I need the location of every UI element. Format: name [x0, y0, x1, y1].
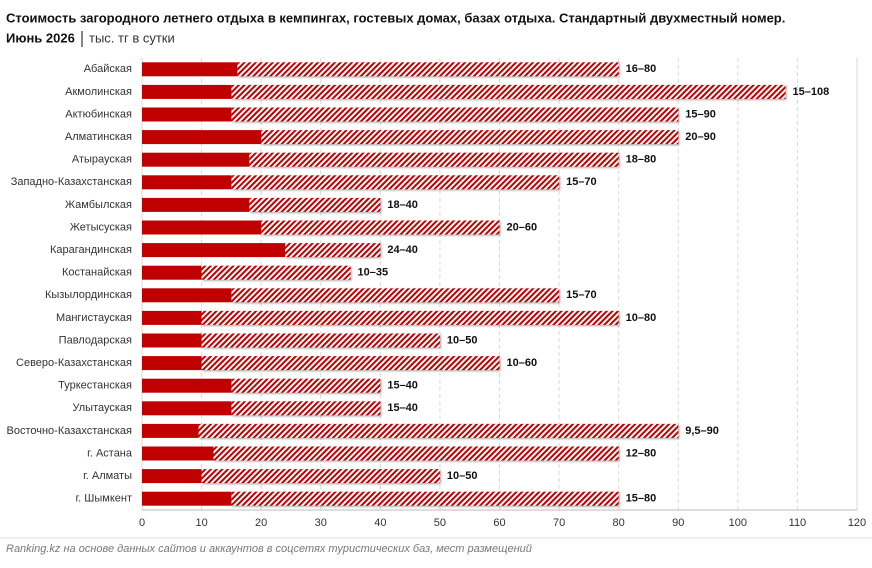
x-tick-label: 120 — [848, 517, 866, 529]
min-bar — [142, 288, 232, 303]
value-label: 15–108 — [793, 86, 830, 98]
min-bar — [142, 491, 232, 506]
range-bar — [231, 401, 381, 416]
min-bar — [142, 423, 199, 438]
y-tick-label: Восточно-Казахстанская — [6, 425, 132, 437]
x-tick-label: 70 — [553, 517, 565, 529]
range-bar — [213, 446, 619, 461]
range-bar — [231, 84, 786, 99]
y-tick-label: Мангистауская — [56, 312, 132, 324]
range-bar — [261, 220, 500, 235]
value-label: 15–70 — [566, 176, 597, 188]
x-tick-label: 40 — [374, 517, 386, 529]
x-tick-label: 20 — [255, 517, 267, 529]
y-tick-label: Алматинская — [65, 131, 132, 143]
subtitle-unit: тыс. тг в сутки — [89, 30, 175, 45]
value-label: 12–80 — [626, 447, 657, 459]
range-bar — [285, 243, 381, 258]
min-bar — [142, 310, 202, 325]
range-bar — [249, 197, 381, 212]
y-tick-label: Жетысуская — [70, 221, 132, 233]
min-bar — [142, 62, 238, 77]
x-tick-label: 110 — [789, 517, 807, 529]
min-bar — [142, 243, 285, 258]
y-tick-label: Кызылординская — [45, 289, 132, 301]
value-label: 10–80 — [626, 312, 657, 324]
y-tick-label: Павлодарская — [59, 334, 132, 346]
range-bar — [231, 378, 381, 393]
min-bar — [142, 175, 232, 190]
range-bar — [198, 423, 679, 438]
x-tick-label: 0 — [139, 517, 145, 529]
y-tick-label: г. Шымкент — [76, 493, 133, 505]
chart-title: Стоимость загородного летнего отдыха в к… — [6, 10, 785, 25]
range-bar — [231, 491, 619, 506]
x-tick-label: 30 — [315, 517, 327, 529]
min-bar — [142, 265, 202, 280]
x-tick-label: 10 — [195, 517, 207, 529]
y-tick-label: Жамбылская — [65, 199, 132, 211]
min-bar — [142, 356, 202, 371]
min-bar — [142, 333, 202, 348]
range-bar — [231, 107, 679, 122]
range-bar — [237, 62, 619, 77]
x-tick-label: 100 — [729, 517, 747, 529]
y-tick-label: Туркестанская — [58, 380, 132, 392]
value-label: 18–40 — [387, 199, 418, 211]
subtitle-date: Июнь 2026 — [6, 30, 75, 45]
y-tick-label: Карагандинская — [50, 244, 132, 256]
range-bar — [231, 288, 560, 303]
y-tick-label: Западно-Казахстанская — [11, 176, 132, 188]
min-bar — [142, 197, 250, 212]
range-bar — [201, 469, 440, 484]
value-label: 15–90 — [685, 108, 716, 120]
min-bar — [142, 378, 232, 393]
range-bar — [201, 333, 440, 348]
min-bar — [142, 220, 262, 235]
min-bar — [142, 84, 232, 99]
range-bar — [201, 310, 619, 325]
x-tick-label: 90 — [672, 517, 684, 529]
min-bar — [142, 446, 214, 461]
x-tick-label: 60 — [493, 517, 505, 529]
value-label: 15–70 — [566, 289, 597, 301]
value-label: 24–40 — [387, 244, 418, 256]
value-label: 10–50 — [447, 334, 478, 346]
y-tick-label: г. Алматы — [83, 470, 132, 482]
range-bar — [261, 130, 679, 145]
value-label: 10–35 — [358, 267, 389, 279]
value-label: 16–80 — [626, 63, 657, 75]
value-label: 15–80 — [626, 493, 657, 505]
y-tick-label: Актюбинская — [65, 108, 132, 120]
y-tick-label: г. Астана — [87, 447, 133, 459]
min-bar — [142, 469, 202, 484]
min-bar — [142, 152, 250, 167]
y-tick-label: Атырауская — [72, 154, 132, 166]
range-bar — [201, 356, 500, 371]
min-bar — [142, 401, 232, 416]
y-tick-label: Костанайская — [62, 267, 132, 279]
y-tick-label: Улытауская — [73, 402, 133, 414]
x-tick-label: 80 — [613, 517, 625, 529]
y-tick-label: Северо-Казахстанская — [16, 357, 132, 369]
range-bar — [249, 152, 619, 167]
value-label: 15–40 — [387, 402, 418, 414]
min-bar — [142, 130, 262, 145]
value-label: 10–60 — [507, 357, 538, 369]
min-bar — [142, 107, 232, 122]
value-label: 9,5–90 — [685, 425, 719, 437]
y-tick-label: Акмолинская — [65, 86, 132, 98]
range-bar — [231, 175, 560, 190]
range-bar — [201, 265, 351, 280]
y-tick-label: Абайская — [84, 63, 132, 75]
source: Ranking.kz на основе данных сайтов и акк… — [6, 543, 532, 555]
x-tick-label: 50 — [434, 517, 446, 529]
value-label: 10–50 — [447, 470, 478, 482]
value-label: 20–90 — [685, 131, 716, 143]
value-label: 18–80 — [626, 154, 657, 166]
value-label: 15–40 — [387, 380, 418, 392]
value-label: 20–60 — [507, 221, 538, 233]
